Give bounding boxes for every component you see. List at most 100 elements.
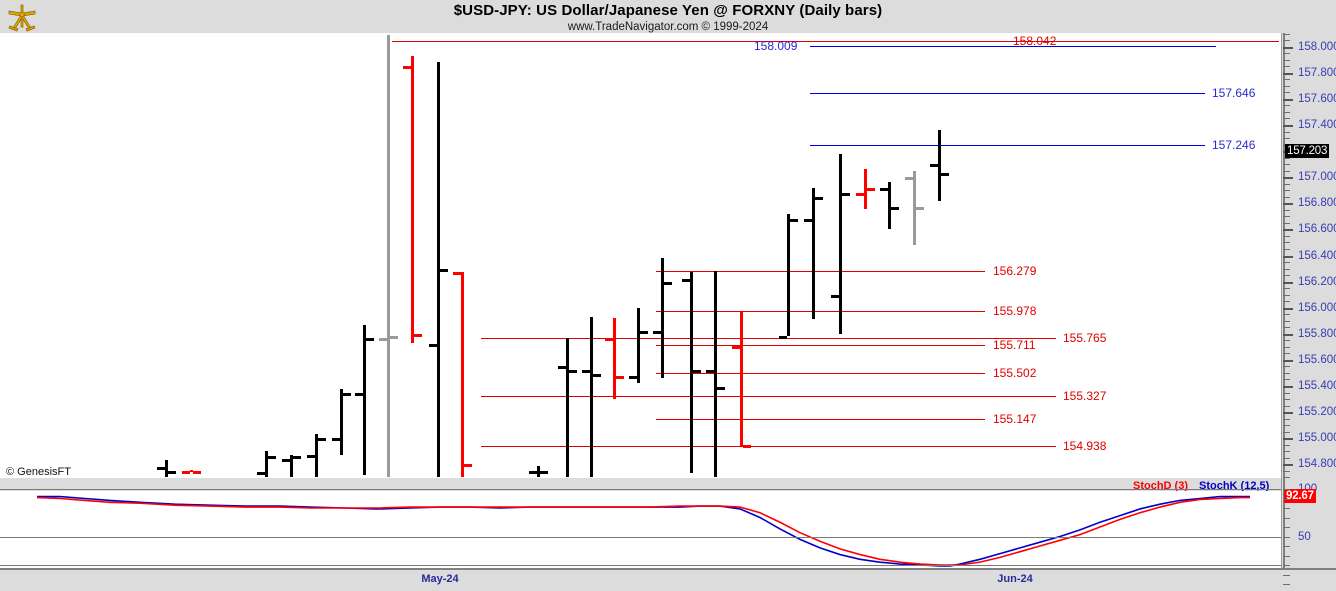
price-level-line[interactable] (392, 41, 1279, 43)
ohlc-open-tick (403, 66, 411, 70)
ohlc-bar (714, 271, 717, 478)
price-axis-tick (1283, 320, 1290, 322)
price-level-line[interactable] (481, 395, 1056, 397)
price-axis-tick (1283, 418, 1290, 420)
price-axis-tick (1283, 92, 1290, 94)
ohlc-bar (938, 130, 941, 201)
price-axis-tick (1283, 359, 1293, 362)
page-title: $USD-JPY: US Dollar/Japanese Yen @ FORXN… (453, 2, 883, 19)
price-axis-tick (1283, 33, 1290, 35)
stochastic-pane[interactable] (0, 491, 1281, 568)
stochastic-axis-tick (1283, 498, 1290, 500)
stochastic-current-value-badge: 92.67 (1284, 488, 1316, 503)
price-chart-pane[interactable] (0, 33, 1281, 478)
ohlc-close-tick (440, 268, 448, 272)
price-level-line[interactable] (656, 271, 985, 273)
ohlc-close-tick (815, 196, 823, 200)
ohlc-close-tick (616, 375, 624, 379)
price-level-line[interactable] (810, 45, 1216, 47)
stochastic-axis-tick (1283, 527, 1290, 528)
price-axis-tick (1283, 464, 1293, 467)
stochastic-axis-tick (1283, 584, 1290, 585)
price-axis-tick (1283, 405, 1290, 407)
ohlc-bar (690, 272, 693, 474)
price-level-line[interactable] (481, 446, 1056, 448)
price-axis-label: 155.200 (1298, 406, 1336, 419)
ohlc-bar (613, 318, 616, 400)
price-level-label: 155.978 (993, 303, 1037, 318)
ohlc-bar (537, 465, 540, 478)
price-level-label: 157.646 (1212, 85, 1256, 100)
ohlc-close-tick (414, 333, 422, 337)
ohlc-open-tick (307, 455, 315, 459)
price-axis-tick (1283, 216, 1290, 218)
ohlc-open-tick (629, 375, 637, 379)
ohlc-close-tick (366, 337, 374, 341)
date-axis[interactable] (0, 568, 1336, 591)
ohlc-open-tick (682, 278, 690, 282)
ohlc-open-tick (653, 331, 661, 335)
price-axis-tick (1283, 275, 1290, 277)
ohlc-open-tick (605, 337, 613, 341)
price-axis-tick (1283, 177, 1293, 180)
ohlc-close-tick (867, 187, 875, 191)
price-axis-tick (1283, 125, 1293, 127)
ohlc-open-tick (558, 366, 566, 370)
price-axis-tick (1283, 196, 1290, 198)
stochastic-axis-tick (1283, 489, 1290, 490)
stochastic-curves (36, 495, 1250, 567)
ohlc-open-tick (706, 370, 714, 374)
stochastic-reference-line (0, 565, 1281, 566)
ohlc-open-tick (930, 164, 938, 168)
ohlc-bar (590, 316, 593, 478)
price-axis-tick (1283, 242, 1290, 244)
price-axis-tick (1283, 209, 1290, 211)
price-axis-tick (1283, 40, 1290, 42)
price-level-label: 155.502 (993, 365, 1037, 380)
price-level-line[interactable] (810, 145, 1205, 147)
price-axis-tick (1283, 457, 1290, 459)
date-axis-label: Jun-24 (997, 573, 1033, 585)
ohlc-open-tick (732, 345, 740, 349)
price-axis-label: 155.800 (1298, 327, 1336, 340)
ohlc-close-tick (664, 281, 672, 285)
ohlc-open-tick (804, 218, 812, 222)
ohlc-bar (340, 388, 343, 456)
stochastic-axis-tick (1283, 536, 1290, 538)
price-level-label: 155.711 (993, 338, 1036, 353)
price-axis-tick (1283, 385, 1293, 388)
stochastic-reference-line (0, 536, 1281, 538)
ohlc-close-tick (540, 470, 548, 474)
ohlc-bar (913, 170, 916, 246)
price-axis-tick (1283, 307, 1293, 310)
ohlc-open-tick (182, 470, 190, 474)
price-level-line[interactable] (810, 92, 1205, 94)
ohlc-open-tick (779, 336, 787, 340)
price-axis-label: 157.600 (1298, 92, 1336, 105)
price-axis-tick (1283, 340, 1290, 342)
price-axis[interactable] (1281, 33, 1336, 568)
price-axis-label: 155.600 (1298, 353, 1336, 366)
price-level-line[interactable] (481, 338, 1056, 340)
stochastic-axis-tick (1283, 574, 1290, 576)
price-axis-tick (1283, 118, 1290, 120)
ohlc-open-tick (880, 187, 888, 191)
price-axis-tick (1283, 66, 1290, 68)
price-level-label: 155.147 (993, 412, 1037, 426)
price-axis-label: 157.400 (1298, 119, 1336, 131)
price-axis-tick (1283, 138, 1290, 140)
ohlc-close-tick (268, 456, 276, 460)
ohlc-bar (387, 34, 390, 478)
price-level-label: 156.279 (993, 264, 1037, 279)
ohlc-bar (864, 169, 867, 209)
price-level-line[interactable] (656, 372, 985, 374)
price-level-line[interactable] (656, 419, 985, 420)
price-axis-tick (1283, 255, 1293, 258)
price-level-label: 155.765 (1063, 331, 1107, 346)
price-axis-tick (1283, 105, 1290, 107)
price-level-line[interactable] (656, 310, 985, 312)
price-axis-tick (1283, 431, 1290, 433)
stochastic-axis-tick (1283, 508, 1290, 509)
ohlc-bar (740, 311, 743, 447)
price-level-line[interactable] (656, 345, 985, 347)
